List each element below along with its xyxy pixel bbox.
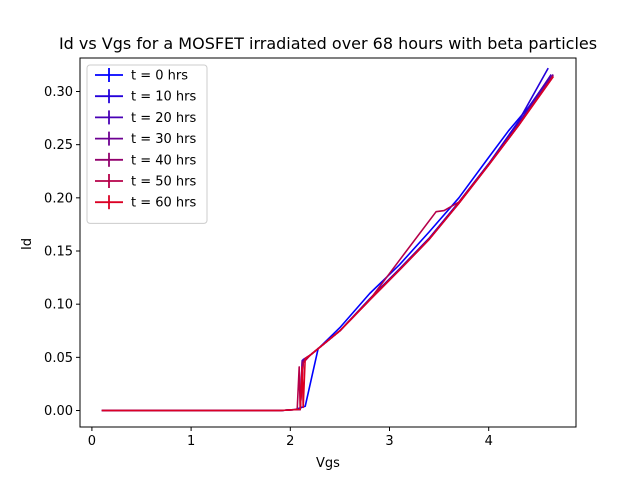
y-tick-label: 0.15 [44, 245, 73, 260]
axes-frame [79, 57, 577, 428]
legend-label: t = 30 hrs [131, 132, 197, 147]
x-axis-label: Vgs [316, 456, 340, 471]
series-layer [101, 67, 554, 412]
x-axis-ticks: 0 1 2 3 4 [88, 427, 493, 449]
legend-label: t = 60 hrs [131, 196, 197, 211]
y-tick-label: 0.20 [44, 191, 73, 206]
legend: t = 0 hrs t = 10 hrs t = 20 hrs t = 30 hrs t… [86, 64, 208, 224]
y-tick-label: 0.10 [44, 298, 73, 313]
legend-label: t = 50 hrs [131, 175, 197, 190]
legend-label: t = 20 hrs [131, 111, 197, 126]
x-tick-label: 4 [485, 434, 493, 449]
x-tick-label: 0 [88, 434, 96, 449]
legend-label: t = 40 hrs [131, 153, 197, 168]
x-tick-label: 3 [385, 434, 393, 449]
x-tick-label: 2 [286, 434, 294, 449]
y-tick-label: 0.00 [44, 404, 73, 419]
y-axis-ticks: 0.00 0.05 0.10 0.15 0.20 0.25 0.30 [44, 85, 80, 419]
series-line-6 [101, 76, 554, 412]
legend-label: t = 10 hrs [131, 90, 197, 105]
y-tick-label: 0.05 [44, 351, 73, 366]
chart-title: Id vs Vgs for a MOSFET irradiated over 6… [59, 34, 597, 53]
y-axis-label: Id [20, 238, 35, 250]
y-tick-label: 0.30 [44, 85, 73, 100]
legend-box [86, 64, 208, 224]
x-tick-label: 1 [187, 434, 195, 449]
y-tick-label: 0.25 [44, 138, 73, 153]
legend-label: t = 0 hrs [131, 69, 188, 84]
